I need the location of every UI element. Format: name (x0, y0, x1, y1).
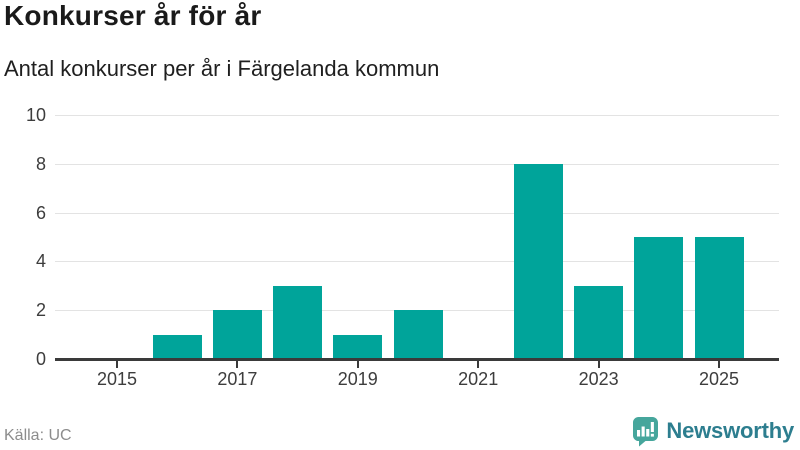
bar-2024 (634, 237, 684, 359)
gridline-6 (55, 212, 779, 214)
bar-2019 (333, 334, 383, 359)
page-subtitle: Antal konkurser per år i Färgelanda komm… (4, 56, 440, 81)
x-tick-2025 (718, 360, 720, 368)
y-tick-label-8: 8 (35, 153, 46, 174)
bar-2025 (694, 237, 744, 359)
plot-area: 2015 2017 2019 2021 2023 2025 (55, 115, 779, 389)
y-tick-label-4: 4 (35, 251, 46, 272)
x-tick-label-2025: 2025 (698, 369, 740, 389)
x-tick-label-2019: 2019 (337, 369, 378, 389)
x-tick-2021 (477, 360, 480, 368)
gridline-8 (55, 163, 779, 165)
x-tick-label-2017: 2017 (217, 369, 258, 389)
y-tick-label-10: 10 (25, 105, 46, 125)
x-tick-label-2021: 2021 (458, 369, 499, 389)
gridline-4 (55, 261, 779, 263)
x-tick-label-2023: 2023 (578, 369, 619, 389)
gridline-10 (55, 115, 779, 116)
y-tick-label-2: 2 (35, 300, 46, 321)
bar-2023 (574, 285, 624, 359)
y-tick-label-6: 6 (35, 202, 46, 223)
x-axis-line (55, 357, 779, 361)
bar-2017 (212, 310, 262, 359)
bar-2020 (393, 310, 443, 359)
x-tick-2023 (597, 360, 600, 368)
source-label: Källa: UC (4, 427, 72, 444)
x-tick-2019 (356, 360, 359, 368)
bar-2016 (152, 334, 202, 359)
newsworthy-logo-text: Newsworthy (666, 418, 794, 443)
page-title: Konkurser år för år (4, 0, 262, 31)
bar-2022 (513, 163, 563, 359)
x-tick-label-2015: 2015 (96, 369, 138, 389)
newsworthy-logo: Newsworthy (632, 415, 794, 447)
x-tick-2017 (236, 360, 239, 368)
bar-2018 (273, 285, 323, 359)
x-tick-2015 (116, 360, 118, 368)
bar-chart-speech-bubble-icon (633, 416, 659, 446)
y-tick-label-0: 0 (35, 349, 46, 369)
